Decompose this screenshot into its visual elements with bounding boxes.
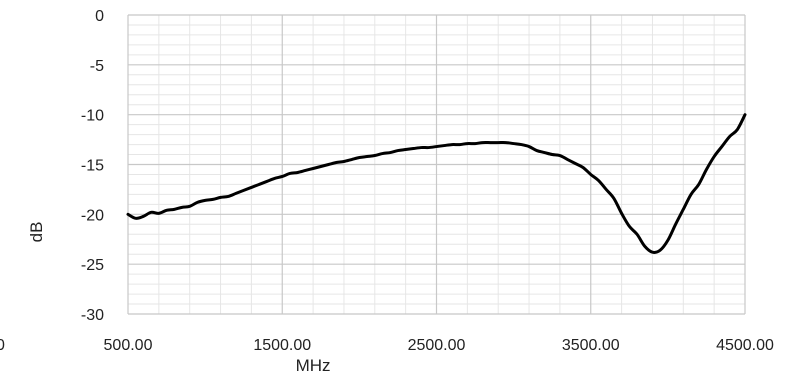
major-gridlines	[127, 14, 746, 315]
x-tick-label: 3500.00	[562, 337, 620, 354]
x-tick-label: 2500.00	[408, 337, 466, 354]
x-axis-tick-labels: 0 500.00 1500.00 2500.00 3500.00 4500.00	[0, 337, 774, 354]
x-tick-label: 500.00	[104, 337, 153, 354]
x-tick-label: 0	[0, 337, 5, 354]
y-axis-label: dB	[27, 222, 46, 243]
y-tick-label: 0	[95, 8, 104, 25]
y-tick-label: -25	[81, 257, 104, 274]
y-tick-label: -15	[81, 158, 104, 175]
x-tick-label: 4500.00	[716, 337, 774, 354]
y-tick-label: -10	[81, 108, 104, 125]
y-tick-label: -20	[81, 207, 104, 224]
y-tick-label: -30	[81, 307, 104, 324]
y-tick-label: -5	[90, 58, 104, 75]
series-line	[126, 113, 747, 254]
x-axis-label: MHz	[296, 356, 331, 375]
y-axis-tick-labels: 0 -5 -10 -15 -20 -25 -30	[81, 8, 104, 324]
x-tick-label: 1500.00	[253, 337, 311, 354]
